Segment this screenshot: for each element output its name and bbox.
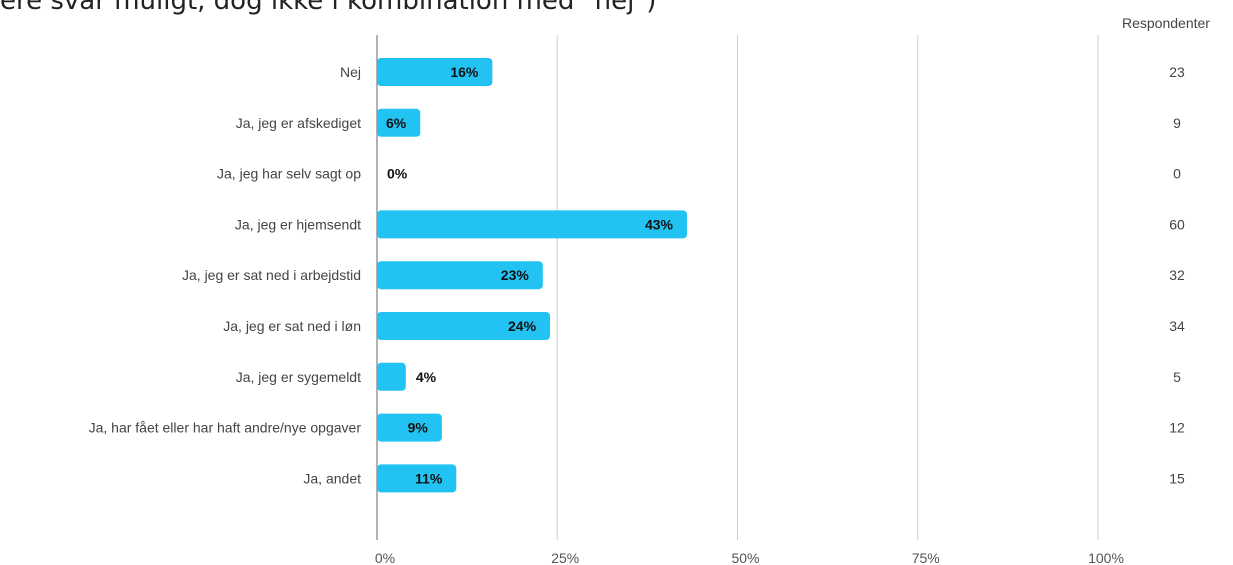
category-label: Ja, jeg er sat ned i løn: [223, 318, 361, 334]
x-tick-label: 75%: [912, 550, 940, 565]
respondent-count: 60: [1169, 216, 1185, 232]
category-label: Ja, andet: [303, 470, 361, 486]
x-tick-label: 50%: [731, 550, 759, 565]
x-tick-label: 100%: [1088, 550, 1124, 565]
bar: [377, 261, 543, 290]
respondent-count: 32: [1169, 267, 1185, 283]
bar: [377, 210, 688, 239]
data-label: 11%: [415, 470, 443, 486]
x-tick-label: 25%: [551, 550, 579, 565]
data-label: 0%: [387, 166, 408, 182]
bar: [377, 108, 421, 137]
bar: [377, 58, 493, 86]
data-label: 24%: [508, 318, 537, 334]
category-label: Ja, jeg er sygemeldt: [236, 369, 361, 385]
respondent-count: 15: [1169, 470, 1185, 486]
chart-title: ere svar muligt, dog ikke i kombination …: [0, 0, 657, 16]
respondent-count: 5: [1173, 369, 1181, 385]
respondents-column-header: Respondenter: [1122, 15, 1210, 31]
data-label: 9%: [408, 420, 429, 436]
bar: [377, 464, 457, 493]
data-label: 16%: [450, 64, 479, 80]
category-label: Ja, jeg er sat ned i arbejdstid: [182, 267, 361, 283]
category-label: Ja, jeg er hjemsendt: [235, 216, 361, 232]
data-label: 6%: [386, 115, 407, 131]
category-label: Ja, jeg er afskediget: [236, 115, 361, 131]
bar: [377, 312, 551, 340]
respondent-count: 9: [1173, 115, 1181, 131]
category-label: Nej: [340, 64, 361, 80]
x-tick-label: 0%: [375, 550, 395, 565]
data-label: 4%: [416, 369, 437, 385]
respondent-count: 23: [1169, 64, 1185, 80]
data-label: 43%: [645, 216, 674, 232]
respondent-count: 0: [1173, 166, 1181, 182]
respondent-count: 34: [1169, 318, 1185, 334]
category-label: Ja, har fået eller har haft andre/nye op…: [89, 420, 362, 436]
respondent-count: 12: [1169, 420, 1185, 436]
bar: [377, 362, 406, 391]
category-label: Ja, jeg har selv sagt op: [217, 166, 361, 182]
data-label: 23%: [501, 267, 530, 283]
bar: [377, 413, 442, 442]
